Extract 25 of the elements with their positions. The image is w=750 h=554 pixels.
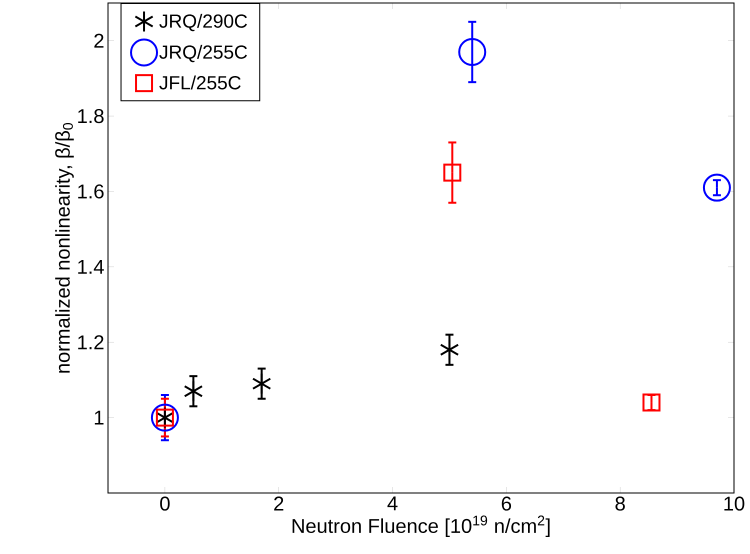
x-tick-label: 4 — [387, 496, 398, 510]
point — [443, 164, 462, 182]
legend-label: JRQ/290C — [159, 14, 247, 32]
x-tick-label: 10 — [724, 496, 744, 511]
point — [702, 174, 731, 202]
y-tick-label: 1 — [94, 410, 104, 424]
point — [458, 38, 486, 66]
y-tick-label: 1.8 — [78, 108, 104, 124]
point — [252, 372, 272, 395]
y-axis-title: normalized nonlinearity, β/β$_{0}$ — [55, 122, 74, 373]
x-tick-label: 8 — [615, 496, 625, 511]
x-axis-title: Neutron Fluence [10$^{19}$ n/cm$^{2}$] — [292, 516, 550, 537]
y-tick-label: 1.6 — [78, 184, 104, 199]
y-tick-label: 1.4 — [78, 260, 104, 274]
x-tick-label: 0 — [160, 496, 170, 511]
point — [642, 394, 660, 412]
x-tick-label: 6 — [502, 496, 512, 511]
point — [440, 338, 460, 361]
point — [150, 404, 179, 432]
y-tick-label: 2 — [94, 34, 104, 48]
x-tick-label: 2 — [274, 496, 284, 510]
point — [184, 380, 204, 402]
y-tick-label: 1.2 — [78, 335, 104, 350]
legend-label: JRQ/255C — [159, 44, 247, 62]
legend-label: JFL/255C — [159, 75, 241, 90]
